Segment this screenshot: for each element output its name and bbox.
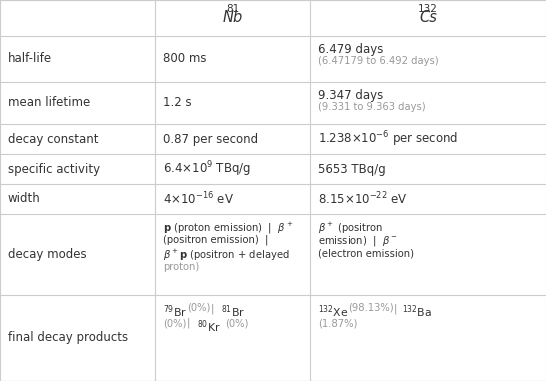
Text: $^{81}$Br: $^{81}$Br xyxy=(221,303,245,320)
Text: 5653 TBq/g: 5653 TBq/g xyxy=(318,163,386,176)
Text: (0%): (0%) xyxy=(225,318,248,328)
Text: $\beta^+\mathbf{p}$ (positron + delayed: $\beta^+\mathbf{p}$ (positron + delayed xyxy=(163,248,290,263)
Text: mean lifetime: mean lifetime xyxy=(8,96,90,109)
Text: $^{132}$Xe: $^{132}$Xe xyxy=(318,303,348,320)
Text: $\mathbf{p}$ (proton emission)  |  $\beta^+$: $\mathbf{p}$ (proton emission) | $\beta^… xyxy=(163,221,293,236)
Text: Nb: Nb xyxy=(222,11,242,26)
Text: 800 ms: 800 ms xyxy=(163,53,206,66)
Text: 0.87 per second: 0.87 per second xyxy=(163,133,258,146)
Text: |: | xyxy=(394,303,397,314)
Text: 132: 132 xyxy=(418,4,438,14)
Text: |: | xyxy=(187,318,191,328)
Text: $6.4{\times}10^{9}$ TBq/g: $6.4{\times}10^{9}$ TBq/g xyxy=(163,159,251,179)
Text: $^{132}$Ba: $^{132}$Ba xyxy=(402,303,432,320)
Text: (98.13%): (98.13%) xyxy=(348,303,394,313)
Text: specific activity: specific activity xyxy=(8,163,100,176)
Text: 9.347 days: 9.347 days xyxy=(318,89,383,102)
Text: $\beta^+$ (positron: $\beta^+$ (positron xyxy=(318,221,383,236)
Text: (positron emission)  |: (positron emission) | xyxy=(163,234,269,245)
Text: $4{\times}10^{-16}$ eV: $4{\times}10^{-16}$ eV xyxy=(163,191,234,207)
Text: (0%): (0%) xyxy=(163,318,186,328)
Text: decay modes: decay modes xyxy=(8,248,87,261)
Text: final decay products: final decay products xyxy=(8,331,128,344)
Text: $8.15{\times}10^{-22}$ eV: $8.15{\times}10^{-22}$ eV xyxy=(318,191,408,207)
Text: |: | xyxy=(211,303,215,314)
Text: (1.87%): (1.87%) xyxy=(318,318,358,328)
Text: proton): proton) xyxy=(163,261,199,272)
Text: $1.238{\times}10^{-6}$ per second: $1.238{\times}10^{-6}$ per second xyxy=(318,129,458,149)
Text: 81: 81 xyxy=(226,4,239,14)
Text: $^{79}$Br: $^{79}$Br xyxy=(163,303,187,320)
Text: decay constant: decay constant xyxy=(8,133,98,146)
Text: Cs: Cs xyxy=(419,11,437,26)
Text: (6.47179 to 6.492 days): (6.47179 to 6.492 days) xyxy=(318,56,438,66)
Text: (9.331 to 9.363 days): (9.331 to 9.363 days) xyxy=(318,102,426,112)
Text: (0%): (0%) xyxy=(187,303,210,313)
Text: width: width xyxy=(8,192,41,205)
Text: 6.479 days: 6.479 days xyxy=(318,43,383,56)
Text: half-life: half-life xyxy=(8,53,52,66)
Text: (electron emission): (electron emission) xyxy=(318,248,414,258)
Text: emission)  |  $\beta^-$: emission) | $\beta^-$ xyxy=(318,234,398,248)
Text: $^{80}$Kr: $^{80}$Kr xyxy=(197,318,221,335)
Text: 1.2 s: 1.2 s xyxy=(163,96,192,109)
